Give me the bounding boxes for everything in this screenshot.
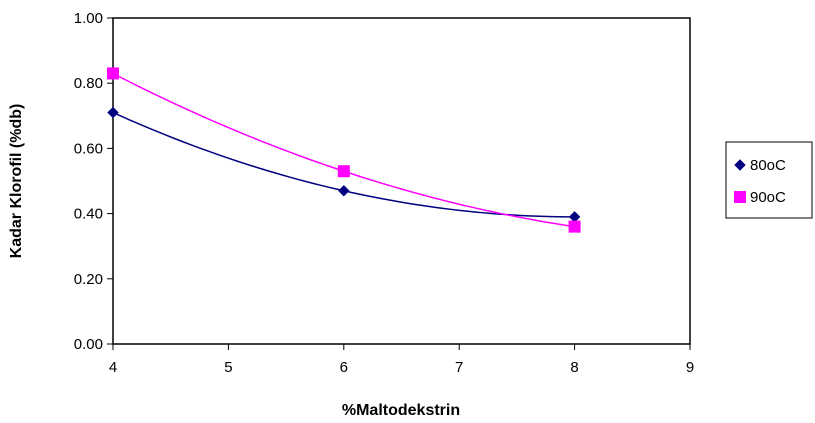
data-point-90oC: [107, 67, 119, 80]
legend-marker-80oC: [734, 159, 746, 171]
legend-label: 80oC: [750, 157, 786, 174]
trendline-80oC: [112, 111, 575, 218]
legend-label: 90oC: [750, 189, 786, 206]
series-90oC: [107, 67, 581, 233]
x-axis-title: %Maltodekstrin: [342, 402, 460, 419]
x-tick-label: 5: [224, 359, 232, 376]
data-point-80oC: [568, 211, 581, 223]
y-tick-label: 0.20: [74, 271, 103, 288]
y-tick-label: 1.00: [74, 10, 103, 27]
series-80oC: [107, 106, 581, 223]
plot-frame: [112, 17, 691, 345]
data-point-80oC: [107, 106, 119, 119]
data-point-90oC: [337, 165, 350, 178]
x-tick-label: 7: [455, 359, 463, 376]
plot-area: [112, 17, 691, 345]
data-point-90oC: [568, 220, 581, 233]
x-axis: 4 5 6 7 8 9: [109, 344, 694, 376]
x-tick-label: 6: [340, 359, 348, 376]
data-point-80oC: [338, 185, 350, 197]
y-axis: 0.00 0.20 0.40 0.60 0.80 1.00: [74, 10, 113, 353]
trendline-90oC: [112, 72, 575, 228]
legend-frame: [725, 141, 813, 219]
y-axis-title: Kadar Klorofil (%db): [8, 104, 25, 259]
legend-marker-90oC: [734, 191, 746, 203]
y-tick-label: 0.40: [74, 206, 103, 223]
y-tick-label: 0.80: [74, 75, 103, 92]
y-tick-label: 0.00: [74, 336, 103, 353]
x-tick-label: 4: [109, 359, 117, 376]
series-layer: [107, 67, 581, 233]
x-tick-label: 9: [686, 359, 694, 376]
x-tick-label: 8: [570, 359, 578, 376]
legend: 80oC 90oC: [725, 141, 813, 219]
y-tick-label: 0.60: [74, 140, 103, 157]
